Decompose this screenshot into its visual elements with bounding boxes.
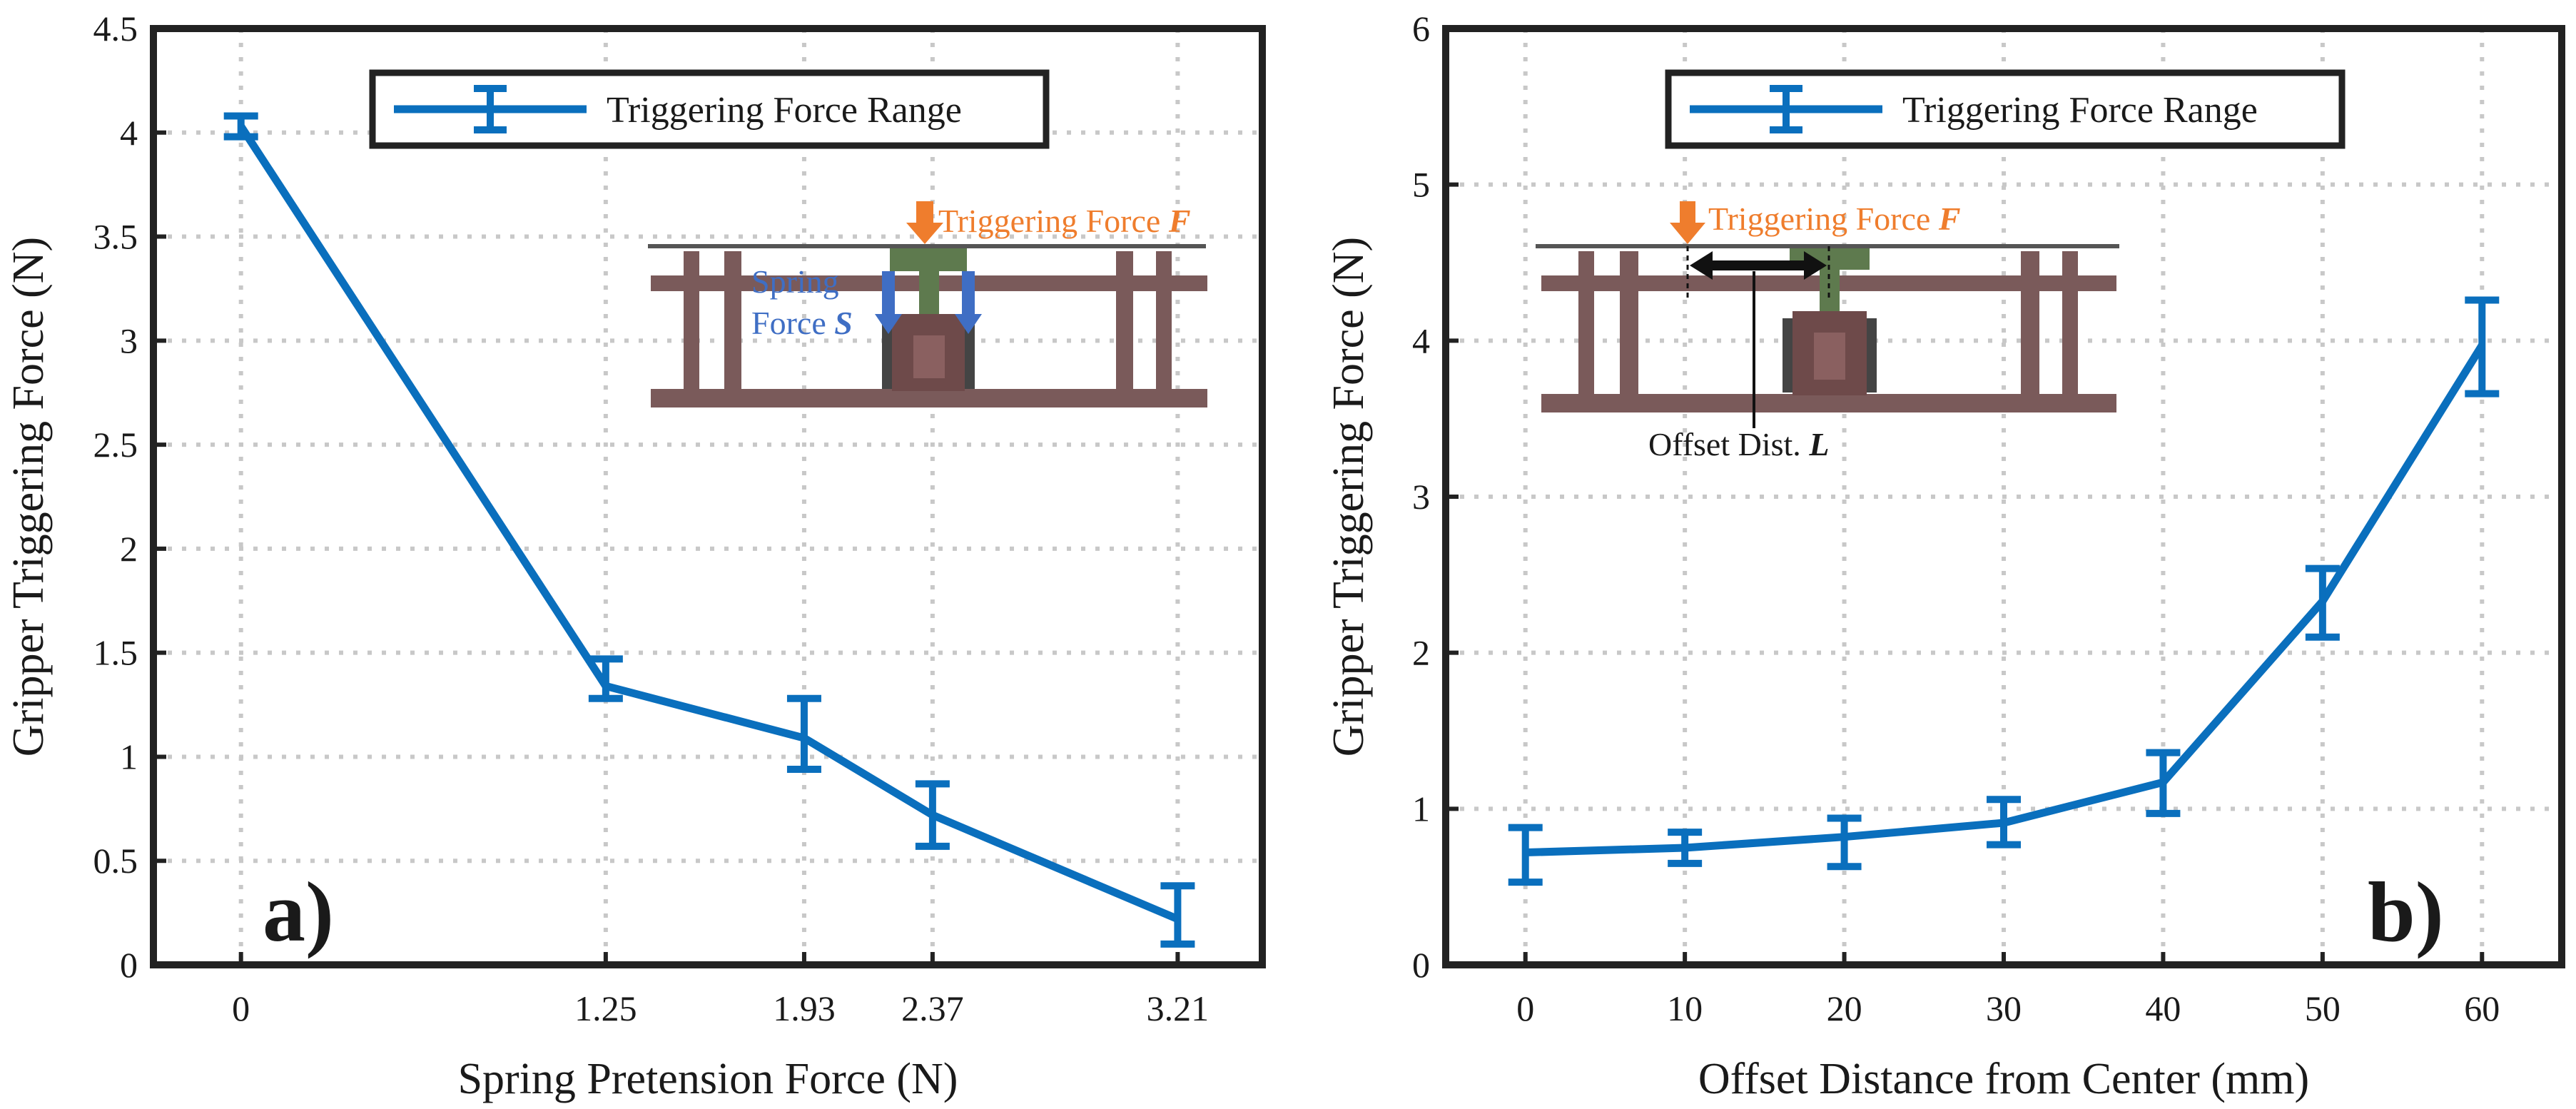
offset-arrow-head-right-b [1804, 251, 1827, 280]
spring-force-arrow-left-a [875, 271, 902, 334]
inset-gripper-core-b [1814, 333, 1845, 380]
panel-a: 0 1.25 1.93 2.37 3.21 0 0.5 1 1.5 2 2.5 3 3.5 4 4.5 Tr… [4, 9, 1266, 1103]
inset-post-b [2021, 251, 2039, 394]
trigger-force-arrow-a [906, 201, 943, 244]
trigger-force-text-b: Triggering Force [1708, 201, 1939, 237]
y-axis-label-b: Gripper Triggering Force (N) [1324, 237, 1373, 756]
series-b [1508, 296, 2500, 886]
y-tick-label: 2.5 [93, 425, 138, 465]
spring-force-text-a: Force [751, 305, 834, 341]
x-tick-label: 20 [1827, 988, 1862, 1028]
axes-frame-a [150, 25, 1266, 968]
x-tick-label: 60 [2464, 988, 2500, 1028]
plot-area-a [153, 29, 1262, 965]
x-tick-label: 10 [1667, 988, 1703, 1028]
inset-spring-a [965, 314, 975, 389]
inset-spring-b [1783, 318, 1792, 393]
spring-force-label-line2-a: Force S [751, 305, 853, 341]
spring-force-label-line1-a: Spring [751, 263, 839, 300]
y-tick-label: 0.5 [93, 841, 138, 881]
inset-post-a [684, 251, 699, 390]
x-tick-label: 50 [2305, 988, 2341, 1028]
y-tick-label: 6 [1412, 9, 1430, 49]
y-tick-label: 2 [120, 529, 138, 569]
trigger-force-text-a: Triggering Force [938, 203, 1169, 239]
x-tick-label: 30 [1986, 988, 2022, 1028]
inset-gripper-core-a [913, 335, 945, 378]
y-tick-label: 0 [120, 945, 138, 985]
trigger-force-label-b: Triggering Force F [1708, 201, 1961, 237]
y-tick-label: 3 [120, 320, 138, 360]
x-axis-label-a: Spring Pretension Force (N) [458, 1055, 958, 1103]
x-tick-label: 1.25 [574, 988, 637, 1028]
x-tick-label: 1.93 [773, 988, 836, 1028]
y-tick-label: 1 [120, 736, 138, 776]
trigger-force-symbol-a: F [1168, 203, 1191, 239]
y-tick-label: 1 [1412, 789, 1430, 829]
x-tick-label: 3.21 [1147, 988, 1210, 1028]
trigger-force-symbol-b: F [1938, 201, 1961, 237]
legend-label-a: Triggering Force Range [607, 90, 962, 131]
trigger-force-arrow-b [1670, 201, 1705, 244]
panel-label-b: b) [2368, 864, 2444, 959]
inset-spring-a [882, 314, 892, 389]
inset-base-a [651, 389, 1207, 407]
offset-arrow-head-left-b [1690, 251, 1713, 280]
tick-labels-b: 0 10 20 30 40 50 60 0 1 2 3 4 5 6 [1412, 9, 2500, 1028]
inset-post-b [2062, 251, 2078, 394]
axes-frame-b [1442, 25, 2565, 968]
y-tick-label: 2 [1412, 633, 1430, 673]
y-tick-label: 3.5 [93, 217, 138, 257]
y-tick-label: 1.5 [93, 633, 138, 673]
y-axis-label-a: Gripper Triggering Force (N) [4, 237, 53, 756]
legend-a: Triggering Force Range [369, 69, 1050, 149]
y-tick-label: 4 [1412, 320, 1430, 360]
series-a [223, 112, 1195, 948]
spring-force-arrow-right-a [955, 271, 982, 334]
inset-post-b [1578, 251, 1594, 394]
panel-b: 0 10 20 30 40 50 60 0 1 2 3 4 5 6 Triggering Force Ra… [1324, 9, 2565, 1103]
panel-label-a: a) [263, 864, 334, 959]
x-tick-label: 40 [2145, 988, 2181, 1028]
spring-force-symbol-a: S [834, 305, 853, 341]
inset-gripper-stem-a [919, 270, 939, 315]
offset-distance-text-b: Offset Dist. [1648, 426, 1809, 462]
x-tick-label: 2.37 [901, 988, 964, 1028]
legend-b: Triggering Force Range [1665, 69, 2346, 149]
inset-gripper-head-a [890, 248, 967, 271]
y-tick-label: 4 [120, 113, 138, 153]
y-tick-label: 3 [1412, 477, 1430, 517]
x-tick-label: 0 [232, 988, 250, 1028]
offset-distance-symbol-b: L [1808, 426, 1829, 462]
inset-post-a [1116, 251, 1133, 390]
inset-mechanism-b: Triggering Force F Offset Dist. L [1536, 201, 2119, 462]
y-tick-label: 4.5 [93, 9, 138, 49]
legend-label-b: Triggering Force Range [1902, 90, 2258, 131]
inset-post-a [724, 251, 741, 390]
inset-mechanism-a: Triggering Force F Spring Force S [648, 201, 1207, 407]
offset-distance-label-b: Offset Dist. L [1648, 426, 1829, 462]
x-tick-label: 0 [1516, 988, 1534, 1028]
inset-post-a [1156, 251, 1172, 390]
inset-base-b [1541, 394, 2116, 412]
inset-spring-b [1867, 318, 1877, 393]
x-axis-label-b: Offset Distance from Center (mm) [1698, 1055, 2309, 1103]
trigger-force-label-a: Triggering Force F [938, 203, 1191, 239]
y-tick-label: 0 [1412, 945, 1430, 985]
y-tick-label: 5 [1412, 165, 1430, 205]
tick-labels-a: 0 1.25 1.93 2.37 3.21 0 0.5 1 1.5 2 2.5 3 3.5 4 4.5 [93, 9, 1210, 1028]
inset-post-b [1620, 251, 1638, 394]
